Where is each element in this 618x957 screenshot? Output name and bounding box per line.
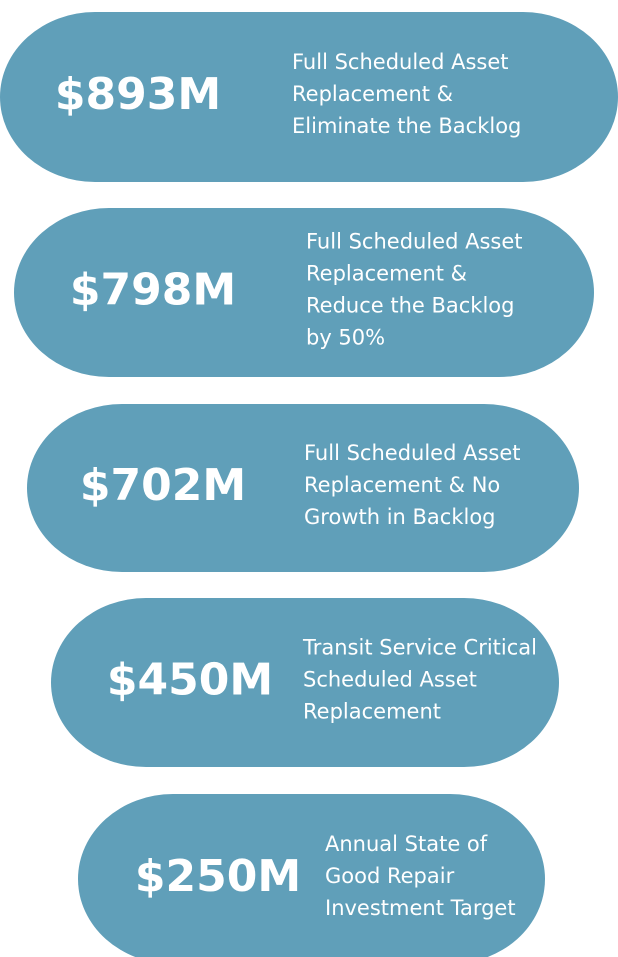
tier-pill [14, 208, 594, 377]
tier-amount: $450M [107, 655, 273, 706]
tier-description: Eliminate the Backlog [292, 114, 521, 138]
tier-amount: $798M [70, 265, 236, 316]
tier: $702M Full Scheduled Asset Replacement & N… [27, 404, 579, 572]
tier-description: Scheduled Asset [303, 668, 477, 692]
tier-description: Reduce the Backlog [306, 294, 514, 318]
tier-description: Growth in Backlog [304, 505, 496, 529]
tier: $450M Transit Service Critical Scheduled A… [51, 598, 559, 767]
tier-pill [78, 794, 545, 957]
tier-description: Replacement & No [304, 473, 500, 497]
tier-description: Full Scheduled Asset [306, 230, 523, 254]
tier-description: Transit Service Critical [302, 636, 537, 660]
tier-pill [0, 12, 618, 182]
tier-description: Full Scheduled Asset [292, 50, 509, 74]
tier-description: Annual State of [325, 832, 488, 856]
tier-description: by 50% [306, 326, 385, 350]
tier: $250M Annual State of Good Repair Investmen… [78, 794, 545, 957]
tier-description: Replacement & [292, 82, 453, 106]
tier-description: Investment Target [325, 896, 516, 920]
tier: $893M Full Scheduled Asset Replacement & El… [0, 12, 618, 182]
tier-pill [51, 598, 559, 767]
tier: $798M Full Scheduled Asset Replacement & Re… [14, 208, 594, 377]
tier-description: Full Scheduled Asset [304, 441, 521, 465]
tier-description: Replacement & [306, 262, 467, 286]
tier-description: Good Repair [325, 864, 455, 888]
tier-amount: $893M [55, 69, 221, 120]
tier-pill [27, 404, 579, 572]
tier-description: Replacement [303, 700, 441, 724]
tier-amount: $250M [135, 851, 301, 902]
tier-amount: $702M [80, 460, 246, 511]
